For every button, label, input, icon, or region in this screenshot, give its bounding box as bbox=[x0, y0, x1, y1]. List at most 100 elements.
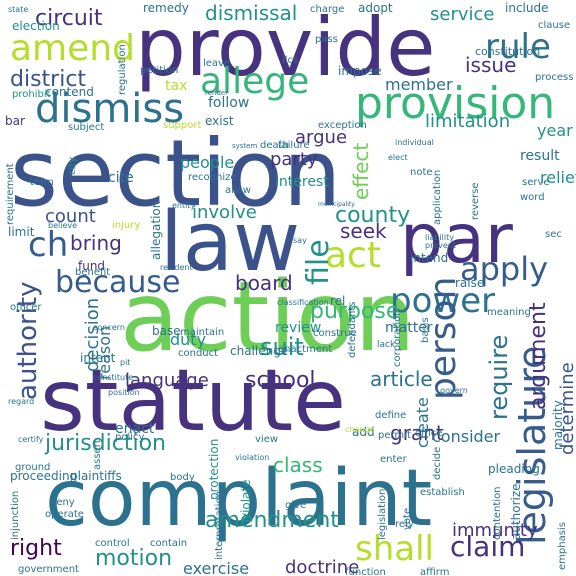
word-prohibit: prohibit bbox=[12, 89, 51, 100]
word-recognize: recognize bbox=[188, 172, 237, 183]
word-violate: violate bbox=[239, 479, 253, 520]
word-meaning: meaning bbox=[487, 307, 531, 318]
word-right: right bbox=[10, 536, 62, 561]
word-contend: contend bbox=[45, 85, 94, 99]
word-intend: intend bbox=[410, 251, 448, 265]
word-plaintiffs: plaintiffs bbox=[70, 469, 122, 483]
word-operate: operate bbox=[45, 509, 84, 520]
word-construe: construe bbox=[313, 328, 357, 339]
word-lack: lack bbox=[377, 340, 396, 350]
word-emphasis: emphasis bbox=[557, 522, 568, 570]
word-clause: clause bbox=[538, 20, 570, 31]
word-view: view bbox=[255, 434, 278, 445]
word-benefit: benefit bbox=[75, 267, 110, 278]
word-elect: elect bbox=[388, 153, 408, 162]
word-regard: regard bbox=[8, 397, 34, 406]
word-interpretation: interpretation bbox=[214, 491, 225, 560]
word-fund: fund bbox=[78, 259, 105, 273]
word-concern: concern bbox=[93, 323, 125, 332]
word-county: county bbox=[335, 203, 410, 228]
word-ground: ground bbox=[15, 462, 50, 473]
word-dismissal: dismissal bbox=[205, 1, 297, 25]
word-relief: relief bbox=[540, 168, 576, 187]
word-determine: determine bbox=[557, 362, 576, 455]
word-claim: claim bbox=[450, 530, 525, 563]
word-party: party bbox=[270, 149, 318, 170]
word-statute: statute bbox=[40, 351, 346, 451]
word-bar: bar bbox=[5, 114, 25, 128]
word-affirm: affirm bbox=[420, 567, 449, 576]
word-base: base bbox=[152, 324, 181, 338]
word-reverse: reverse bbox=[470, 182, 481, 220]
word-shall: shall bbox=[355, 529, 434, 569]
word-liability: liability bbox=[425, 233, 454, 242]
word-cite: cite bbox=[108, 170, 134, 186]
word-challenge: challenge bbox=[230, 344, 288, 358]
word-note: note bbox=[410, 167, 433, 178]
word-action: action bbox=[120, 261, 416, 373]
word-pass: pass bbox=[315, 34, 338, 45]
word-include: include bbox=[505, 1, 548, 15]
word-argue: argue bbox=[295, 127, 347, 148]
word-exception: exception bbox=[318, 120, 367, 131]
word-amend: amend bbox=[10, 28, 135, 69]
word-dismiss: dismiss bbox=[35, 86, 184, 132]
word-ch: ch bbox=[28, 225, 68, 265]
word-suit: suit bbox=[260, 333, 304, 361]
word-act: act bbox=[325, 235, 381, 276]
word-subject: subject bbox=[68, 122, 104, 133]
word-allege: allege bbox=[200, 61, 309, 102]
word-board: board bbox=[235, 271, 293, 295]
word-authorize: authorize bbox=[509, 483, 523, 540]
word-limit: limit bbox=[8, 225, 35, 239]
word-provide: provide bbox=[135, 1, 435, 94]
word-constitution: constitution bbox=[475, 45, 540, 58]
word-position: position bbox=[108, 388, 140, 397]
word-tax: tax bbox=[165, 78, 187, 94]
word-limitation: limitation bbox=[425, 111, 510, 132]
word-interest: interest bbox=[275, 174, 329, 190]
word-requirement: requirement bbox=[5, 163, 16, 225]
word-render: render bbox=[205, 89, 228, 97]
word-corporation: corporation bbox=[392, 309, 403, 367]
word-year: year bbox=[537, 121, 573, 140]
word-contain: contain bbox=[150, 538, 187, 549]
word-remedy: remedy bbox=[143, 1, 189, 15]
word-city: city bbox=[67, 157, 78, 175]
word-majority: majority bbox=[551, 400, 565, 450]
word-amendment: amendment bbox=[205, 508, 339, 533]
word-control: control bbox=[95, 538, 130, 549]
word-rely: rely bbox=[395, 519, 414, 530]
word-people: people bbox=[180, 153, 234, 172]
word-raise: raise bbox=[455, 276, 484, 290]
word-doctrine: doctrine bbox=[285, 557, 359, 576]
word-death: death bbox=[260, 140, 289, 151]
word-vote: vote bbox=[402, 508, 413, 530]
word-proceeding: proceeding bbox=[10, 469, 77, 483]
word-regulation: regulation bbox=[117, 44, 128, 95]
word-involve: involve bbox=[192, 202, 257, 223]
word-establish: establish bbox=[420, 487, 465, 498]
word-believe: believe bbox=[48, 221, 77, 230]
word-add: add bbox=[352, 425, 375, 439]
word-defendants: defendants bbox=[347, 302, 358, 358]
word-count: count bbox=[45, 206, 96, 227]
word-require: require bbox=[485, 335, 513, 420]
word-term: term bbox=[30, 177, 54, 188]
word-authority: authority bbox=[13, 282, 43, 401]
word-law: law bbox=[160, 195, 300, 290]
word-section: section bbox=[10, 120, 341, 227]
word-follow: follow bbox=[208, 95, 249, 111]
word-matter: matter bbox=[385, 320, 433, 336]
word-member: member bbox=[385, 75, 453, 94]
word-intent: intent bbox=[80, 351, 116, 365]
word-constitute: constitute bbox=[93, 373, 133, 382]
word-function: function bbox=[345, 567, 386, 576]
word-state: state bbox=[8, 5, 28, 14]
word-purpose: purpose bbox=[310, 299, 399, 324]
word-consider: consider bbox=[432, 427, 501, 446]
word-support: support bbox=[163, 120, 201, 131]
word-class: class bbox=[273, 453, 323, 477]
word-issue: issue bbox=[465, 53, 516, 77]
word-individual: individual bbox=[395, 138, 434, 147]
